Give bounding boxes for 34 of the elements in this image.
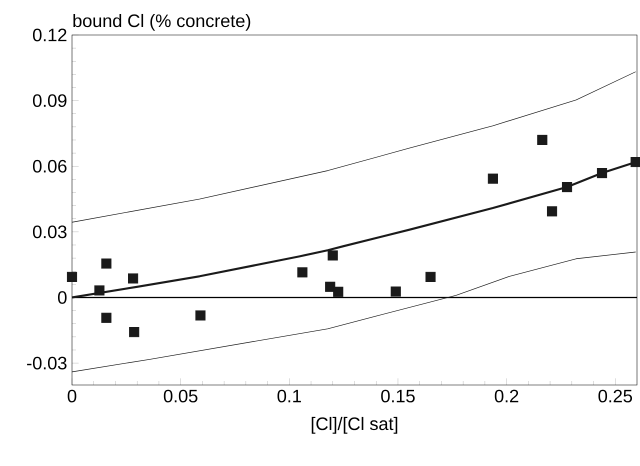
y-tick-label: 0.03 (32, 225, 66, 238)
point (66, 272, 78, 282)
x-tick-label: 0.2 (494, 390, 518, 402)
point (195, 310, 206, 320)
line-series (72, 71, 636, 223)
point (333, 286, 344, 297)
y-tick-label: 0 (58, 291, 67, 304)
point (390, 286, 401, 297)
point (596, 168, 608, 178)
point (488, 174, 498, 184)
x-axis-title: [Cl]/[Cl sat] (312, 416, 398, 434)
point (562, 182, 572, 192)
point (128, 273, 138, 284)
x-tick-label: 0.1 (278, 390, 301, 402)
y-tick-label: 0.09 (32, 94, 66, 107)
point (425, 272, 436, 282)
y-axis-title: bound Cl (% concrete) (73, 14, 250, 31)
point (101, 258, 112, 269)
y-tick-label: 0.06 (32, 160, 66, 173)
point (101, 312, 112, 323)
x-tick-label: 0.05 (164, 390, 198, 402)
x-tick-label: 0.15 (381, 390, 415, 402)
point (297, 267, 308, 278)
point (129, 326, 140, 338)
x-tick-label: 0.25 (598, 390, 632, 402)
y-tick-label: -0.03 (27, 356, 66, 370)
point (328, 250, 338, 261)
x-tick-label: 0 (68, 390, 76, 402)
point (537, 134, 548, 146)
point (94, 285, 104, 296)
point (630, 157, 640, 168)
point (546, 206, 558, 216)
y-tick-label: 0.12 (32, 28, 66, 42)
line-series (72, 252, 636, 372)
